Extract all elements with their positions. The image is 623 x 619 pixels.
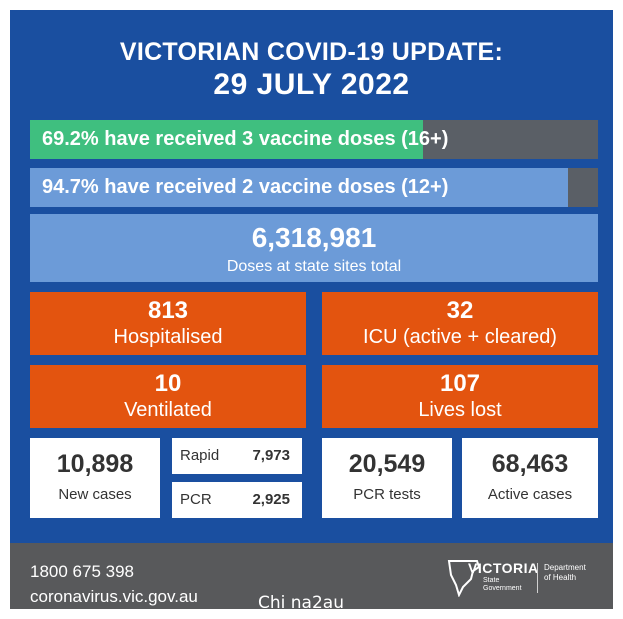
- rapid-card: Rapid 7,973: [172, 438, 302, 474]
- lives-lost-card: 107 Lives lost: [322, 365, 598, 428]
- logo-government-text: Government: [483, 585, 522, 592]
- active-cases-value: 68,463: [491, 450, 569, 478]
- footer: 1800 675 398 coronavirus.vic.gov.au Chi …: [10, 543, 613, 609]
- covid-update-panel: VICTORIAN COVID-19 UPDATE: 29 JULY 2022 …: [10, 10, 613, 609]
- footer-website: coronavirus.vic.gov.au: [30, 587, 198, 606]
- two-dose-fill: [30, 168, 568, 207]
- victoria-government-logo: VICTORIA State Government Department of …: [447, 557, 607, 605]
- three-dose-bar: 69.2% have received 3 vaccine doses (16+…: [30, 120, 598, 159]
- new-cases-card: 10,898 New cases: [30, 438, 160, 518]
- two-dose-label: 94.7% have received 2 vaccine doses (12+…: [42, 176, 449, 198]
- pcr-card: PCR 2,925: [172, 482, 302, 518]
- pcr-value: 2,925: [252, 491, 290, 508]
- hospitalised-card: 813 Hospitalised: [30, 292, 306, 355]
- pcr-tests-value: 20,549: [348, 450, 426, 478]
- victoria-map-icon: [447, 560, 481, 597]
- title-line-1: VICTORIAN COVID-19 UPDATE:: [119, 38, 504, 66]
- active-cases-label: Active cases: [487, 486, 573, 503]
- logo-victoria-text: VICTORIA: [468, 560, 539, 576]
- doses-total-label: Doses at state sites total: [226, 258, 402, 275]
- icu-label: ICU (active + cleared): [363, 326, 557, 348]
- ventilated-card: 10 Ventilated: [30, 365, 306, 428]
- icu-value: 32: [446, 297, 474, 324]
- two-dose-bar: 94.7% have received 2 vaccine doses (12+…: [30, 168, 598, 207]
- hospitalised-value: 813: [147, 297, 189, 324]
- icu-card: 32 ICU (active + cleared): [322, 292, 598, 355]
- doses-total-card: 6,318,981 Doses at state sites total: [30, 214, 598, 282]
- logo-state-text: State: [483, 577, 500, 584]
- pcr-tests-label: PCR tests: [353, 486, 421, 503]
- watermark: Chi na2au: [258, 593, 344, 609]
- rapid-value: 7,973: [252, 447, 290, 464]
- dept-line-1: Department: [544, 563, 586, 572]
- logo-divider: [537, 563, 538, 593]
- title-date: 29 JULY 2022: [213, 68, 410, 101]
- three-dose-label: 69.2% have received 3 vaccine doses (16+…: [42, 128, 449, 150]
- doses-total-value: 6,318,981: [251, 222, 377, 253]
- rapid-label: Rapid: [180, 447, 220, 464]
- pcr-tests-card: 20,549 PCR tests: [322, 438, 452, 518]
- new-cases-label: New cases: [58, 486, 132, 503]
- three-dose-fill: [30, 120, 424, 159]
- active-cases-card: 68,463 Active cases: [462, 438, 598, 518]
- lives-lost-value: 107: [439, 370, 481, 397]
- hospitalised-label: Hospitalised: [113, 326, 223, 348]
- ventilated-label: Ventilated: [124, 399, 212, 421]
- footer-phone: 1800 675 398: [30, 562, 134, 581]
- ventilated-value: 10: [154, 370, 182, 397]
- new-cases-value: 10,898: [56, 450, 134, 478]
- lives-lost-label: Lives lost: [418, 399, 502, 421]
- pcr-label: PCR: [180, 491, 212, 508]
- dept-line-2: of Health: [544, 573, 577, 582]
